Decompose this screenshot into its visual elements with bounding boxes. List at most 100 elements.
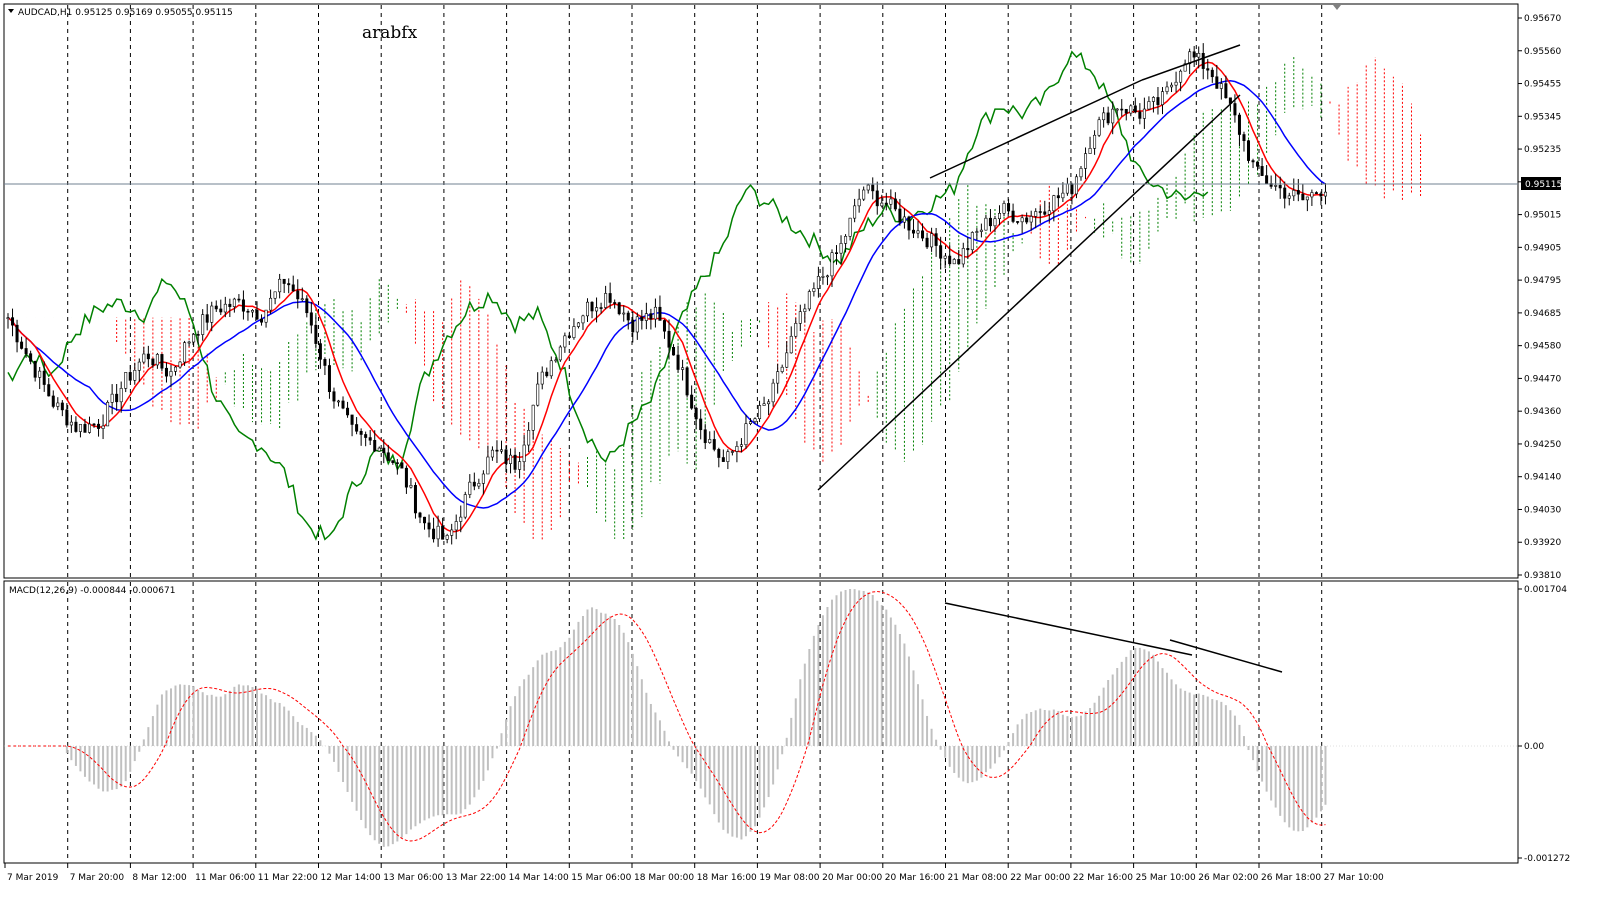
time-tick-label: 26 Mar 02:00 <box>1198 873 1258 883</box>
trendline-macd-2[interactable] <box>1169 639 1283 673</box>
candle-body <box>785 352 789 368</box>
triangle-down-icon[interactable] <box>8 9 14 13</box>
time-tick-label: 19 Mar 08:00 <box>759 873 819 883</box>
candle-body <box>1115 108 1119 111</box>
ichimoku-cloud <box>116 57 1422 540</box>
candle-body <box>341 400 345 409</box>
candle-body <box>232 298 236 307</box>
candle-body <box>952 259 956 265</box>
macd-signal-line <box>8 590 1326 842</box>
candle-body <box>902 216 906 223</box>
candle-body <box>617 302 621 315</box>
candle-body <box>518 461 522 470</box>
price-tick-label: 0.94795 <box>1524 276 1561 286</box>
candle-body <box>549 360 553 377</box>
candle-body <box>1147 101 1151 110</box>
candle-body <box>92 423 96 426</box>
candle-body <box>1029 216 1033 223</box>
candle-body <box>721 457 725 462</box>
candle-body <box>250 309 254 313</box>
candle-body <box>1219 83 1223 89</box>
price-axis: 0.95670 0.95560 0.95455 0.95345 0.95235 0.951… <box>1518 14 1561 581</box>
macd-histogram <box>8 589 1327 847</box>
candle-body <box>459 516 463 522</box>
candle-body <box>1233 103 1237 116</box>
candle-body <box>1278 185 1282 189</box>
candle-body <box>423 516 427 524</box>
candle-body <box>146 353 150 360</box>
candle-body <box>635 316 639 333</box>
candle-body <box>667 330 671 348</box>
trendline-support[interactable] <box>817 94 1241 491</box>
candle-body <box>1102 112 1106 121</box>
candle-body <box>699 418 703 431</box>
candle-body <box>1020 217 1024 223</box>
candle-body <box>599 307 603 309</box>
time-tick-label: 12 Mar 14:00 <box>321 873 381 883</box>
candle-body <box>979 229 983 232</box>
price-tick-label: 0.94360 <box>1524 407 1561 417</box>
current-price-box <box>1521 177 1561 190</box>
price-tick-label: 0.94685 <box>1524 309 1561 319</box>
candle-body <box>400 462 404 469</box>
candle-body <box>771 382 775 403</box>
price-tick-label: 0.94250 <box>1524 440 1561 450</box>
candle-body <box>441 525 445 540</box>
candle-body <box>835 252 839 254</box>
candle-body <box>735 446 739 452</box>
candle-body <box>1265 175 1269 184</box>
candle-body <box>590 301 594 312</box>
candle-body <box>450 529 454 536</box>
chart-shift-marker-icon[interactable] <box>1333 5 1341 10</box>
candle-body <box>246 310 250 313</box>
candle-body <box>269 297 273 311</box>
candle-body <box>572 326 576 338</box>
time-tick-label: 22 Mar 16:00 <box>1073 873 1133 883</box>
candle-body <box>925 237 929 248</box>
candle-body <box>681 367 685 370</box>
candle-body <box>1106 112 1110 124</box>
candle-body <box>210 305 214 323</box>
candle-body <box>1179 70 1183 83</box>
candle-body <box>377 447 381 452</box>
price-tick-label: 0.95455 <box>1524 80 1561 90</box>
candle-body <box>921 230 925 239</box>
candle-body <box>1142 108 1146 119</box>
candle-body <box>984 217 988 231</box>
trendlines[interactable] <box>817 44 1283 673</box>
candle-body <box>622 312 626 315</box>
candle-body <box>504 449 508 464</box>
candle-body <box>74 421 78 432</box>
candle-body <box>178 361 182 368</box>
candle-body <box>554 359 558 362</box>
candle-body <box>187 341 191 344</box>
candle-body <box>106 402 110 427</box>
candle-body <box>1007 203 1011 212</box>
candle-body <box>264 309 268 323</box>
candle-body <box>988 217 992 227</box>
candle-body <box>169 371 173 377</box>
candle-body <box>1251 160 1255 163</box>
candle-body <box>776 371 780 384</box>
candle-body <box>1260 166 1264 176</box>
candle-body <box>241 299 245 312</box>
candle-body <box>726 451 730 462</box>
trendline-macd-1[interactable] <box>944 602 1193 656</box>
trendline-upper-2[interactable] <box>1141 44 1241 81</box>
macd-tick-label: 0.00 <box>1524 742 1544 752</box>
candle-body <box>744 423 748 446</box>
candle-body <box>495 449 499 452</box>
candle-body <box>418 512 422 518</box>
candle-body <box>911 229 915 234</box>
trendline-upper-1[interactable] <box>929 79 1143 179</box>
candle-body <box>51 395 55 407</box>
candle-body <box>1120 108 1124 111</box>
candle-body <box>11 317 15 326</box>
candle-body <box>821 276 825 278</box>
candle-body <box>183 342 187 363</box>
candle-body <box>762 403 766 406</box>
candle-body <box>672 346 676 356</box>
candle-body <box>336 400 340 403</box>
